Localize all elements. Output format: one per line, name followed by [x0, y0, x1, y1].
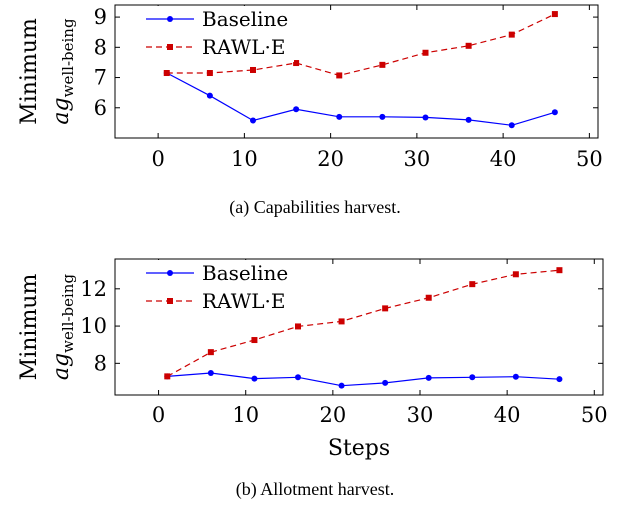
y-tick-label: 8: [94, 351, 107, 375]
data-point-rawle: [382, 305, 389, 312]
x-tick-label: 20: [319, 403, 346, 427]
data-point-rawle: [251, 337, 258, 344]
data-point-baseline: [207, 370, 214, 377]
data-point-baseline: [293, 106, 300, 113]
y-axis-label-variable: agwell-being: [49, 274, 77, 381]
y-tick-label: 8: [94, 35, 107, 59]
y-tick-label: 7: [94, 66, 107, 90]
data-point-baseline: [206, 92, 213, 99]
series-line-rawle: [166, 13, 556, 77]
legend-marker-rawle: [167, 44, 173, 50]
legend: Baseline RAWL·E: [144, 260, 294, 316]
legend-label: RAWL·E: [202, 289, 286, 313]
legend-label: Baseline: [202, 261, 288, 285]
y-tick-label: 12: [80, 277, 107, 301]
data-point-rawle: [206, 70, 213, 77]
data-point-baseline: [338, 382, 345, 389]
data-point-rawle: [164, 373, 171, 380]
data-point-rawle: [207, 349, 214, 356]
series-line-rawle: [167, 269, 560, 377]
y-axis-label: Minimum: [17, 274, 42, 381]
y-axis-label-subscript: well-being: [59, 274, 77, 353]
y-axis-label-subscript: well-being: [59, 18, 77, 97]
data-point-baseline: [251, 375, 258, 382]
legend-marker-baseline: [167, 16, 173, 22]
x-tick-label: 40: [494, 403, 521, 427]
data-point-baseline: [512, 373, 519, 380]
legend-marker-rawle: [167, 298, 173, 304]
data-point-rawle: [338, 318, 345, 325]
legend: Baseline RAWL·E: [144, 6, 294, 62]
x-tick-label: 50: [581, 403, 608, 427]
x-tick-label: 50: [576, 147, 603, 171]
data-point-rawle: [293, 60, 300, 67]
data-point-rawle: [512, 271, 519, 278]
legend-box: [144, 6, 294, 62]
y-tick-label: 6: [94, 96, 107, 120]
data-point-baseline: [382, 379, 389, 386]
data-point-baseline: [551, 109, 558, 116]
data-point-baseline: [508, 122, 515, 129]
data-point-rawle: [469, 281, 476, 288]
data-point-baseline: [465, 116, 472, 123]
data-point-rawle: [465, 42, 472, 49]
data-point-rawle: [508, 31, 515, 38]
x-tick-label: 0: [151, 147, 164, 171]
legend-box: [144, 260, 294, 316]
data-point-baseline: [422, 114, 429, 121]
x-axis-label: Steps: [328, 436, 390, 461]
axes-frame: [114, 258, 604, 396]
chart-2: 0 10 20 30 40 50 8 10 12 Minimum agwell-being Steps…: [17, 258, 608, 500]
legend-label: RAWL·E: [202, 35, 286, 59]
data-point-rawle: [556, 267, 563, 274]
data-point-baseline: [250, 117, 256, 124]
legend-marker-baseline: [167, 270, 173, 276]
x-tick-label: 20: [317, 147, 344, 171]
data-point-rawle: [336, 72, 343, 79]
data-point-rawle: [422, 49, 429, 56]
x-tick-label: 10: [232, 403, 259, 427]
data-point-baseline: [379, 113, 386, 120]
data-point-rawle: [379, 61, 386, 68]
y-axis-label-variable: agwell-being: [49, 18, 77, 125]
x-tick-label: 0: [152, 403, 165, 427]
caption: (b) Allotment harvest.: [236, 479, 394, 500]
data-point-baseline: [336, 113, 343, 120]
y-axis-label-var: ag: [49, 97, 74, 124]
y-tick-label: 9: [94, 5, 107, 29]
data-point-rawle: [551, 11, 558, 18]
data-point-baseline: [469, 374, 476, 381]
data-point-rawle: [425, 294, 432, 301]
data-point-baseline: [556, 376, 563, 383]
axes-frame: [114, 4, 599, 139]
caption: (a) Capabilities harvest.: [229, 197, 400, 218]
data-point-rawle: [163, 70, 170, 77]
data-point-rawle: [250, 66, 256, 73]
data-point-baseline: [295, 374, 301, 381]
legend-label: Baseline: [202, 7, 288, 31]
x-tick-label: 10: [231, 147, 258, 171]
y-axis-label: Minimum: [17, 18, 42, 125]
data-point-rawle: [295, 323, 301, 330]
x-tick-label: 30: [404, 147, 431, 171]
series-line-baseline: [166, 72, 556, 126]
chart-1: 0 10 20 30 40 50 6 7 8 9 Minimum agwell-being Baseli…: [17, 4, 603, 218]
y-axis-label-var: ag: [49, 353, 74, 380]
x-tick-label: 30: [407, 403, 434, 427]
data-point-baseline: [425, 374, 432, 381]
series-line-baseline: [167, 372, 560, 387]
x-tick-label: 40: [490, 147, 517, 171]
y-tick-label: 10: [80, 314, 107, 338]
